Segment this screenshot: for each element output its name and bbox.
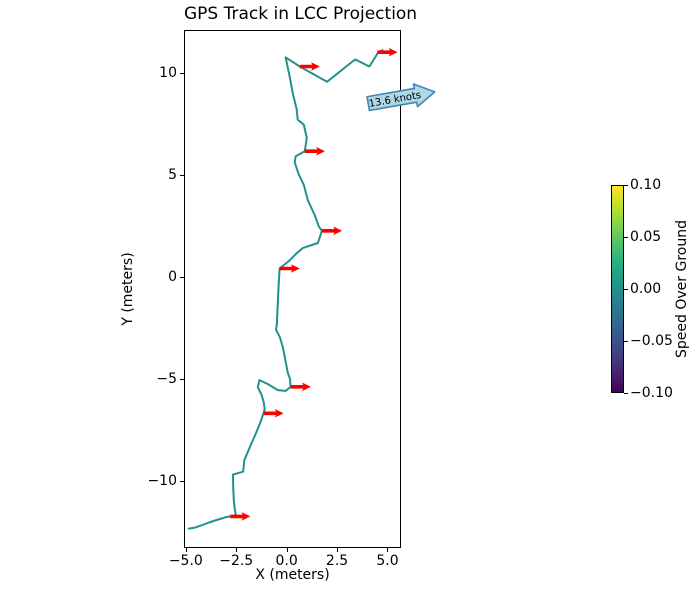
colorbar-tick-label: 0.05 <box>630 229 662 245</box>
chart-title: GPS Track in LCC Projection <box>184 4 418 24</box>
colorbar-tick-label: 0.10 <box>630 177 662 193</box>
heading-arrow-icon <box>299 62 320 71</box>
heading-arrow-icon <box>279 264 300 273</box>
gps-track-line <box>187 49 384 530</box>
speed-annotation-arrow-icon: 13.6 knots <box>366 83 436 112</box>
y-tick-label: 5 <box>168 166 177 183</box>
heading-arrow-icon <box>263 409 284 418</box>
colorbar-tick-label: −0.10 <box>630 385 673 401</box>
heading-arrow-icon <box>321 226 343 236</box>
tick-mark <box>180 174 184 176</box>
y-tick-label: −5 <box>156 370 177 387</box>
tick-mark <box>236 548 238 552</box>
x-tick-label: 5.0 <box>376 553 399 569</box>
tick-mark <box>180 276 184 278</box>
x-tick-label: 0.0 <box>275 553 298 569</box>
plot-area: 13.6 knots <box>184 30 436 548</box>
heading-arrow-icon <box>377 47 398 57</box>
heading-arrow-icon <box>290 382 311 392</box>
tick-mark <box>180 72 184 74</box>
x-axis-label: X (meters) <box>255 567 330 583</box>
tick-mark <box>286 548 288 552</box>
x-tick-label: −2.5 <box>219 553 254 569</box>
tick-mark <box>185 548 187 552</box>
colorbar-tick-label: −0.05 <box>630 333 673 349</box>
colorbar-gradient <box>611 185 624 393</box>
tick-mark <box>624 341 628 342</box>
tick-mark <box>387 548 389 552</box>
plot-canvas <box>184 30 401 548</box>
y-tick-label: −10 <box>147 472 177 489</box>
tick-mark <box>337 548 339 552</box>
tick-mark <box>624 185 628 186</box>
y-tick-label: 10 <box>159 64 177 81</box>
x-tick-label: −5.0 <box>168 553 203 569</box>
y-tick-label: 0 <box>168 268 177 285</box>
x-tick-label: 2.5 <box>325 553 349 569</box>
tick-mark <box>180 480 184 482</box>
y-axis-label: Y (meters) <box>120 252 136 326</box>
heading-arrow-icon <box>230 512 251 521</box>
block-arrow-icon <box>366 83 436 112</box>
tick-mark <box>624 289 628 290</box>
axes-frame <box>184 30 401 548</box>
heading-arrow-icon <box>304 146 325 156</box>
tick-mark <box>624 237 628 238</box>
tick-mark <box>624 393 628 394</box>
colorbar-tick-label: 0.00 <box>630 281 662 297</box>
tick-mark <box>180 378 184 380</box>
colorbar-label: Speed Over Ground <box>674 220 690 358</box>
